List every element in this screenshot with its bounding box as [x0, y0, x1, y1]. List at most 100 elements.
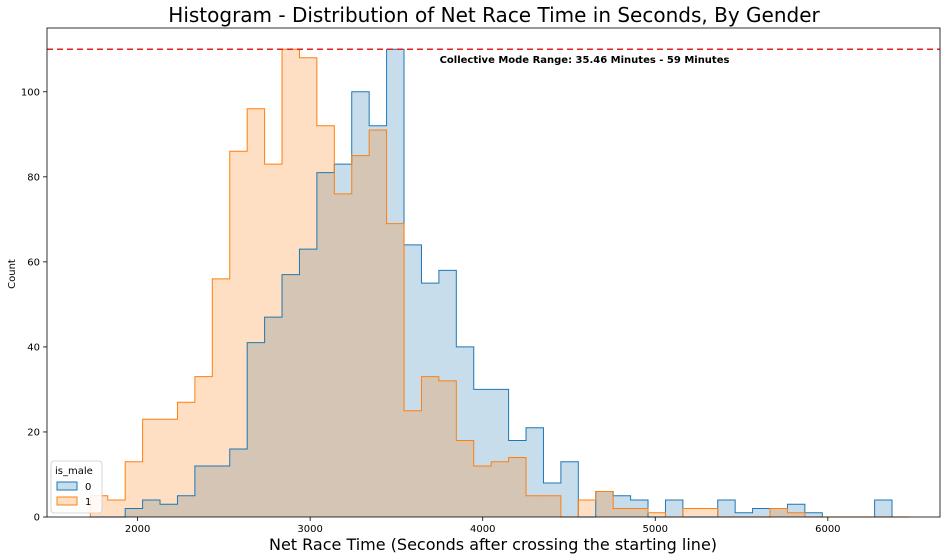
series-1-bin-10 [264, 164, 283, 517]
series-1-bin-3 [142, 419, 161, 517]
y-tick-label: 100 [21, 87, 40, 98]
chart-title: Histogram - Distribution of Net Race Tim… [168, 3, 820, 27]
series-1-bin-24 [508, 457, 527, 517]
series-0-bin-18 [404, 244, 422, 518]
series-1-bin-20 [438, 380, 457, 517]
series-1-bin-1 [107, 499, 126, 517]
series-0-bin-39 [770, 508, 788, 517]
series-1-bin-15 [351, 155, 370, 517]
plot-area: Collective Mode Range: 35.46 Minutes - 5… [46, 27, 941, 518]
series-0-bars [125, 49, 893, 518]
series-0-bin-10 [264, 317, 283, 517]
series-0-bin-15 [351, 91, 370, 517]
y-axis-ticks: 0 20 40 60 80 100 [21, 87, 47, 524]
series-1-bin-28 [578, 499, 596, 517]
series-0-bin-22 [473, 389, 492, 517]
series-1-bin-9 [247, 108, 265, 517]
series-1-bin-23 [491, 461, 509, 517]
series-0-bin-20 [438, 270, 457, 517]
series-1-bin-25 [526, 495, 544, 517]
series-0-bin-13 [316, 172, 335, 517]
series-1-bin-2 [125, 461, 143, 517]
series-1-bin-22 [473, 465, 492, 517]
y-tick-label: 0 [34, 513, 40, 524]
series-0-bin-38 [752, 508, 771, 517]
legend-label-0: 0 [85, 482, 91, 493]
series-0-bin-17 [386, 49, 405, 517]
series-0-bin-36 [717, 499, 736, 517]
series-1-bin-8 [229, 151, 248, 517]
series-1-bin-34 [682, 508, 701, 517]
legend-swatch-0 [56, 481, 78, 491]
series-0-bin-7 [212, 465, 230, 517]
series-0-bin-30 [613, 495, 631, 517]
series-0-bin-45 [874, 499, 893, 517]
x-tick-label: 6000 [815, 524, 840, 535]
series-0-bin-3 [142, 499, 161, 517]
series-0-bin-9 [247, 342, 265, 517]
series-0-bin-40 [787, 504, 805, 517]
series-0-bin-19 [421, 283, 439, 517]
x-tick-label: 2000 [125, 524, 150, 535]
series-1-outline [89, 48, 910, 518]
legend: is_male 0 1 [50, 460, 103, 514]
plot-border [46, 27, 941, 518]
series-1-bin-7 [212, 278, 230, 517]
series-1-bin-11 [282, 49, 300, 517]
series-0-bin-5 [177, 495, 195, 517]
y-tick-label: 40 [27, 342, 40, 353]
series-1-bin-14 [334, 193, 352, 517]
series-0-bin-29 [595, 491, 614, 517]
legend-swatch-1 [56, 496, 78, 506]
series-1-bin-12 [299, 57, 317, 518]
series-0-bin-6 [194, 465, 213, 517]
series-1-bin-4 [160, 419, 178, 517]
series-0-bin-11 [282, 274, 300, 517]
y-tick-label: 60 [27, 257, 40, 268]
legend-label-1: 1 [85, 497, 91, 508]
x-tick-label: 4000 [470, 524, 495, 535]
series-1-bin-30 [613, 508, 631, 517]
y-axis-label: Count [7, 259, 18, 289]
series-1-bin-39 [770, 508, 788, 517]
series-1-bin-6 [194, 376, 213, 517]
mode-range-annotation: Collective Mode Range: 35.46 Minutes - 5… [440, 55, 730, 66]
series-0-bin-16 [369, 125, 387, 518]
series-1-bin-18 [404, 410, 422, 517]
series-0-bin-26 [543, 482, 561, 517]
series-0-bin-25 [526, 427, 544, 517]
series-0-bin-21 [456, 346, 474, 517]
series-0-bin-4 [160, 504, 178, 517]
series-0-bin-41 [804, 512, 823, 517]
series-1-bin-5 [177, 402, 195, 517]
series-0-bin-2 [125, 508, 143, 517]
legend-title: is_male [55, 466, 93, 477]
series-1-bin-26 [543, 495, 561, 517]
series-0-bin-14 [334, 164, 352, 517]
x-axis-ticks: 2000 3000 4000 5000 6000 [125, 517, 841, 535]
x-tick-label: 3000 [297, 524, 322, 535]
series-0-bin-24 [508, 440, 527, 517]
series-0-bin-37 [735, 512, 753, 517]
series-1-bin-32 [648, 512, 666, 517]
series-0-bin-12 [299, 249, 317, 518]
series-0-outline [90, 48, 910, 518]
y-tick-label: 80 [27, 172, 40, 183]
series-1-bin-13 [316, 125, 335, 518]
series-1-bin-35 [700, 508, 718, 517]
series-0-bin-33 [665, 499, 683, 517]
series-1-bin-29 [595, 491, 614, 517]
y-tick-label: 20 [27, 427, 40, 438]
plot-frame [47, 28, 940, 517]
series-1-bin-31 [630, 508, 649, 517]
series-0-bin-8 [229, 448, 248, 517]
x-tick-label: 5000 [643, 524, 668, 535]
series-1-bin-19 [421, 376, 439, 517]
series-0-bin-27 [560, 461, 579, 517]
series-1-bin-16 [369, 130, 387, 518]
series-1-bin-17 [386, 223, 405, 517]
series-1-bars [90, 49, 805, 518]
series-1-bin-40 [787, 512, 805, 517]
x-axis-label: Net Race Time (Seconds after crossing th… [269, 535, 717, 554]
